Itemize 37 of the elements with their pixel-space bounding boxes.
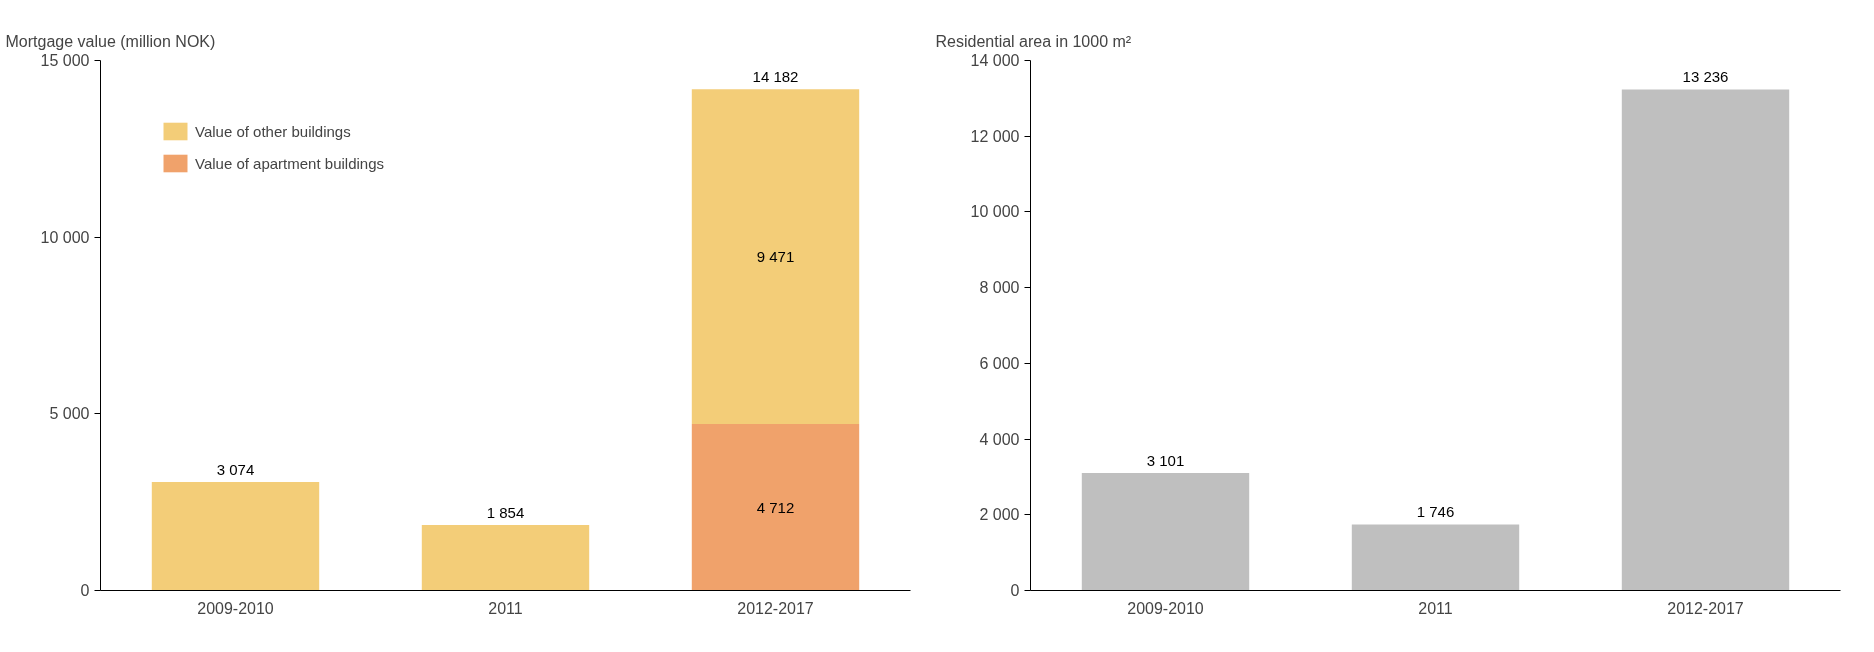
total-label: 14 182 xyxy=(752,68,799,86)
x-tick-label: 2012-2017 xyxy=(737,599,814,617)
bar xyxy=(1351,524,1520,591)
data-label: 3 101 xyxy=(1146,452,1185,470)
bar xyxy=(1081,473,1250,591)
y-tick-label: 10 000 xyxy=(40,228,90,246)
x-tick-label: 2011 xyxy=(488,599,523,617)
bar xyxy=(691,89,860,425)
y-axis-title: Residential area in 1000 m² xyxy=(935,32,1132,50)
y-axis-title: Mortgage value (million NOK) xyxy=(5,32,216,50)
bar xyxy=(151,481,320,591)
y-tick-label: 2 000 xyxy=(979,506,1020,524)
data-label: 4 712 xyxy=(756,498,795,516)
data-label: 9 471 xyxy=(756,248,795,266)
total-label: 1 854 xyxy=(486,503,525,521)
y-tick-label: 5 000 xyxy=(49,405,90,423)
data-label: 1 746 xyxy=(1416,503,1455,521)
legend-label: Value of other buildings xyxy=(195,122,351,140)
y-tick-label: 6 000 xyxy=(979,354,1020,372)
y-tick-label: 12 000 xyxy=(970,127,1020,145)
bar xyxy=(1621,89,1790,591)
y-tick-label: 8 000 xyxy=(979,279,1020,297)
y-tick-label: 4 000 xyxy=(979,430,1020,448)
y-tick-label: 10 000 xyxy=(970,203,1020,221)
legend-label: Value of apartment buildings xyxy=(195,154,385,172)
x-tick-label: 2012-2017 xyxy=(1667,599,1744,617)
y-tick-label: 14 000 xyxy=(970,52,1020,69)
bar xyxy=(691,424,860,591)
bar xyxy=(421,524,590,591)
y-tick-label: 0 xyxy=(80,582,90,599)
y-tick-label: 15 000 xyxy=(40,52,90,69)
x-tick-label: 2009-2010 xyxy=(1127,599,1204,617)
y-tick-label: 0 xyxy=(1010,582,1020,599)
total-label: 3 074 xyxy=(216,460,255,478)
x-tick-label: 2009-2010 xyxy=(197,599,274,617)
data-label: 13 236 xyxy=(1682,68,1729,86)
x-tick-label: 2011 xyxy=(1418,599,1453,617)
